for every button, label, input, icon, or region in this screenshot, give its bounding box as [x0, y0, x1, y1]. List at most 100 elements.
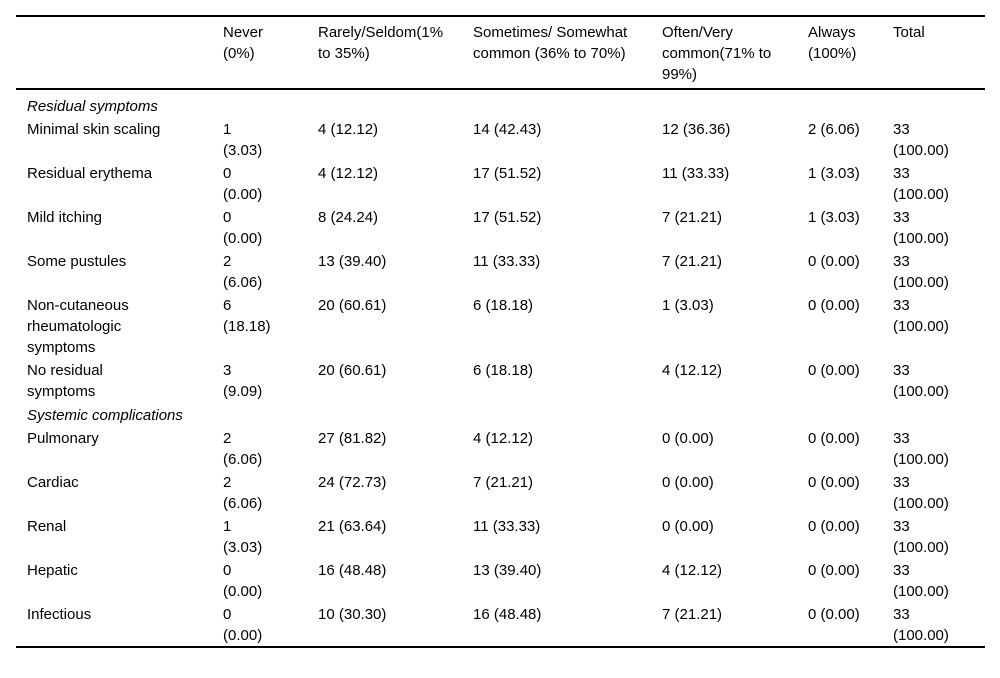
table-cell: 10 (30.30)	[318, 606, 387, 623]
column-header-total: Total	[893, 16, 985, 90]
table-cell: 7 (21.21)	[662, 209, 723, 226]
table-row-hepatic: Hepatic 0 (0.00) 16 (48.48) 13 (39.40) 4…	[16, 558, 985, 602]
table-cell: 4 (12.12)	[318, 121, 379, 138]
row-label: Mild itching	[27, 209, 103, 226]
table-cell: 6 (18.18)	[473, 362, 534, 379]
table-cell: 14 (42.43)	[473, 121, 542, 138]
column-header-never: Never (0%)	[223, 16, 318, 90]
table-cell: 2 (6.06)	[808, 121, 860, 138]
table-cell: 4 (12.12)	[662, 562, 723, 579]
table-cell: 2 (6.06)	[223, 253, 263, 291]
table-cell: 33 (100.00)	[893, 121, 949, 159]
table-cell: 11 (33.33)	[473, 253, 541, 270]
table-row-residual-erythema: Residual erythema 0 (0.00) 4 (12.12) 17 …	[16, 161, 985, 205]
table-cell: 24 (72.73)	[318, 474, 387, 491]
table-cell: 33 (100.00)	[893, 297, 949, 335]
table-row-infectious: Infectious 0 (0.00) 10 (30.30) 16 (48.48…	[16, 602, 985, 647]
table-cell: 33 (100.00)	[893, 362, 949, 400]
table-cell: 0 (0.00)	[808, 430, 860, 447]
column-header-often: Often/Very common(71% to 99%)	[662, 16, 808, 90]
table-cell: 12 (36.36)	[662, 121, 731, 138]
table-cell: 0 (0.00)	[808, 562, 860, 579]
table-header-row: Never (0%) Rarely/Seldom(1% to 35%) Some…	[16, 16, 985, 90]
table-cell: 1 (3.03)	[808, 165, 860, 182]
table-row-cardiac: Cardiac 2 (6.06) 24 (72.73) 7 (21.21) 0 …	[16, 470, 985, 514]
section-header-systemic-complications: Systemic complications	[16, 402, 985, 426]
row-label: Hepatic	[27, 562, 78, 579]
table-cell: 0 (0.00)	[662, 518, 714, 535]
table-cell: 1 (3.03)	[223, 121, 263, 159]
table-cell: 0 (0.00)	[662, 474, 714, 491]
table-row-some-pustules: Some pustules 2 (6.06) 13 (39.40) 11 (33…	[16, 249, 985, 293]
table-row-no-residual-symptoms: No residual symptoms 3 (9.09) 20 (60.61)…	[16, 358, 985, 402]
table-cell: 6 (18.18)	[473, 297, 534, 314]
table-cell: 33 (100.00)	[893, 209, 949, 247]
section-header-residual-symptoms: Residual symptoms	[16, 89, 985, 117]
table-cell: 0 (0.00)	[223, 562, 263, 600]
section-header-label: Systemic complications	[27, 407, 183, 424]
table-cell: 0 (0.00)	[223, 606, 263, 644]
table-cell: 0 (0.00)	[223, 209, 263, 247]
row-label: Non-cutaneous rheumatologic symptoms	[27, 297, 129, 356]
row-label: Minimal skin scaling	[27, 121, 161, 138]
table-cell: 4 (12.12)	[662, 362, 723, 379]
symptom-frequency-table: Never (0%) Rarely/Seldom(1% to 35%) Some…	[16, 15, 985, 648]
table-cell: 16 (48.48)	[318, 562, 387, 579]
section-header-label: Residual symptoms	[27, 98, 158, 115]
table-cell: 2 (6.06)	[223, 474, 263, 512]
table-cell: 0 (0.00)	[808, 606, 860, 623]
table-cell: 33 (100.00)	[893, 253, 949, 291]
table-cell: 11 (33.33)	[473, 518, 541, 535]
table-cell: 0 (0.00)	[223, 165, 263, 203]
table-cell: 4 (12.12)	[473, 430, 534, 447]
table-row-renal: Renal 1 (3.03) 21 (63.64) 11 (33.33) 0 (…	[16, 514, 985, 558]
table-cell: 2 (6.06)	[223, 430, 263, 468]
column-header-sometimes: Sometimes/ Somewhat common (36% to 70%)	[473, 16, 662, 90]
table-cell: 33 (100.00)	[893, 606, 949, 644]
table-cell: 33 (100.00)	[893, 430, 949, 468]
table-cell: 1 (3.03)	[662, 297, 714, 314]
table-row-mild-itching: Mild itching 0 (0.00) 8 (24.24) 17 (51.5…	[16, 205, 985, 249]
table-cell: 8 (24.24)	[318, 209, 379, 226]
table-cell: 7 (21.21)	[662, 253, 723, 270]
row-label: No residual symptoms	[27, 362, 103, 400]
column-header-empty	[16, 16, 223, 90]
table-cell: 13 (39.40)	[318, 253, 387, 270]
table-cell: 6 (18.18)	[223, 297, 271, 335]
row-label: Pulmonary	[27, 430, 99, 447]
table-cell: 20 (60.61)	[318, 297, 387, 314]
table-cell: 1 (3.03)	[808, 209, 860, 226]
table-cell: 17 (51.52)	[473, 165, 542, 182]
table-cell: 33 (100.00)	[893, 518, 949, 556]
table-cell: 7 (21.21)	[662, 606, 723, 623]
table-cell: 4 (12.12)	[318, 165, 379, 182]
table-cell: 0 (0.00)	[662, 430, 714, 447]
row-label: Infectious	[27, 606, 92, 623]
table-row-minimal-skin-scaling: Minimal skin scaling 1 (3.03) 4 (12.12) …	[16, 117, 985, 161]
table-cell: 0 (0.00)	[808, 297, 860, 314]
table-cell: 33 (100.00)	[893, 474, 949, 512]
table-row-pulmonary: Pulmonary 2 (6.06) 27 (81.82) 4 (12.12) …	[16, 426, 985, 470]
column-header-rarely: Rarely/Seldom(1% to 35%)	[318, 16, 473, 90]
table-cell: 33 (100.00)	[893, 165, 949, 203]
table-cell: 17 (51.52)	[473, 209, 542, 226]
row-label: Cardiac	[27, 474, 79, 491]
table-cell: 0 (0.00)	[808, 518, 860, 535]
table-cell: 7 (21.21)	[473, 474, 534, 491]
row-label: Residual erythema	[27, 165, 153, 182]
table-cell: 0 (0.00)	[808, 253, 860, 270]
table-cell: 27 (81.82)	[318, 430, 387, 447]
table-cell: 21 (63.64)	[318, 518, 387, 535]
table-cell: 16 (48.48)	[473, 606, 542, 623]
table-cell: 20 (60.61)	[318, 362, 387, 379]
table-cell: 1 (3.03)	[223, 518, 263, 556]
table-row-non-cutaneous-rheumatologic-symptoms: Non-cutaneous rheumatologic symptoms 6 (…	[16, 293, 985, 358]
table-cell: 3 (9.09)	[223, 362, 263, 400]
column-header-always: Always (100%)	[808, 16, 893, 90]
table-cell: 0 (0.00)	[808, 474, 860, 491]
table-cell: 33 (100.00)	[893, 562, 949, 600]
row-label: Some pustules	[27, 253, 127, 270]
table-cell: 0 (0.00)	[808, 362, 860, 379]
row-label: Renal	[27, 518, 67, 535]
table-cell: 11 (33.33)	[662, 165, 730, 182]
